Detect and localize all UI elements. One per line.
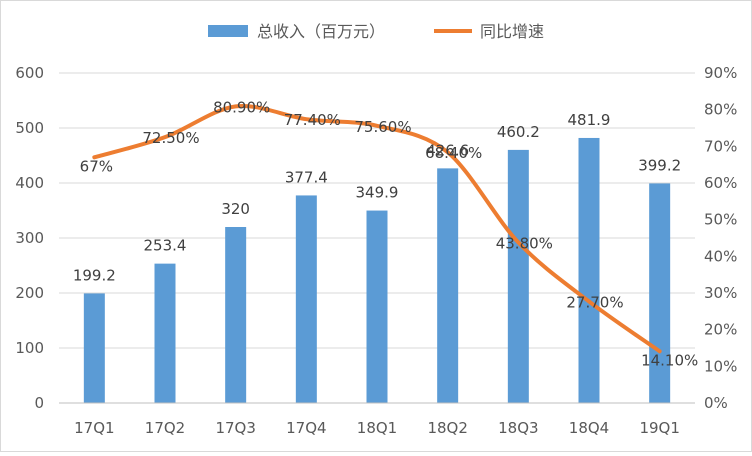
y-right-tick-label: 70% bbox=[704, 137, 737, 155]
y-right-tick-label: 0% bbox=[704, 394, 728, 412]
bar-data-label: 199.2 bbox=[73, 266, 116, 284]
bar bbox=[295, 195, 317, 403]
y-right-tick-label: 80% bbox=[704, 101, 737, 119]
legend-swatch-revenue bbox=[208, 25, 248, 37]
line-data-label: 68.40% bbox=[425, 144, 482, 162]
line-point bbox=[659, 350, 661, 352]
bar-data-label: 481.9 bbox=[568, 111, 611, 129]
y-right-tick-label: 30% bbox=[704, 284, 737, 302]
y-left-tick-label: 300 bbox=[15, 229, 44, 247]
line-data-label: 72.50% bbox=[142, 129, 199, 147]
bar-data-label: 320 bbox=[221, 200, 250, 218]
legend-label-revenue: 总收入（百万元） bbox=[257, 22, 385, 41]
bar bbox=[649, 183, 671, 403]
axes: 0 100 200 300 400 500 600 0% 10% 20% 30% 40% 50% 60% 7… bbox=[15, 64, 737, 437]
y-left-tick-label: 100 bbox=[15, 339, 44, 357]
bar bbox=[578, 137, 600, 403]
x-tick-label: 17Q4 bbox=[286, 419, 326, 437]
line-data-label: 43.80% bbox=[496, 234, 553, 252]
bar-data-label: 399.2 bbox=[638, 156, 681, 174]
y-left-tick-label: 400 bbox=[15, 174, 44, 192]
y-right-tick-label: 40% bbox=[704, 247, 737, 265]
line-data-label: 67% bbox=[80, 157, 113, 175]
legend-label-growth: 同比增速 bbox=[480, 22, 544, 41]
y-right-tick-label: 20% bbox=[704, 321, 737, 339]
x-tick-label: 18Q2 bbox=[427, 419, 467, 437]
line-data-label: 75.60% bbox=[354, 118, 411, 136]
bar bbox=[366, 210, 388, 403]
x-tick-label: 17Q1 bbox=[74, 419, 114, 437]
line-point bbox=[376, 125, 378, 127]
x-tick-label: 17Q3 bbox=[215, 419, 255, 437]
x-tick-label: 18Q3 bbox=[498, 419, 538, 437]
x-tick-label: 19Q1 bbox=[639, 419, 679, 437]
bar-data-label: 349.9 bbox=[356, 184, 399, 202]
line-point bbox=[164, 136, 166, 138]
line-data-label: 27.70% bbox=[566, 293, 623, 311]
line-series bbox=[92, 103, 662, 354]
growth-line bbox=[92, 103, 662, 354]
bar-series bbox=[83, 137, 671, 403]
bar-data-label: 460.2 bbox=[497, 123, 540, 141]
y-right-tick-label: 60% bbox=[704, 174, 737, 192]
y-right-tick-label: 10% bbox=[704, 357, 737, 375]
line-point bbox=[305, 118, 307, 120]
x-tick-label: 18Q4 bbox=[569, 419, 609, 437]
legend: 总收入（百万元） 同比增速 bbox=[208, 22, 544, 41]
bar bbox=[154, 263, 176, 403]
bar-data-label: 426.6 bbox=[426, 141, 469, 159]
line-point bbox=[447, 151, 449, 153]
y-left-tick-label: 600 bbox=[15, 64, 44, 82]
x-tick-label: 18Q1 bbox=[357, 419, 397, 437]
y-left-tick-label: 500 bbox=[15, 119, 44, 137]
line-data-label: 77.40% bbox=[284, 111, 341, 129]
y-left-tick-label: 0 bbox=[34, 394, 44, 412]
bar bbox=[83, 293, 105, 403]
line-point bbox=[588, 300, 590, 302]
x-tick-label: 17Q2 bbox=[145, 419, 185, 437]
bar-data-label: 253.4 bbox=[144, 237, 187, 255]
line-data-label: 14.10% bbox=[641, 351, 698, 369]
bar bbox=[507, 149, 529, 403]
bar bbox=[225, 227, 247, 403]
line-point bbox=[235, 105, 237, 107]
bar-data-label: 377.4 bbox=[285, 168, 328, 186]
line-point bbox=[517, 241, 519, 243]
y-left-tick-label: 200 bbox=[15, 284, 44, 302]
line-point bbox=[93, 156, 95, 158]
data-labels: 199.2 253.4 320 377.4 349.9 426.6 460.2 481.9 39… bbox=[73, 98, 698, 369]
y-right-tick-label: 50% bbox=[704, 211, 737, 229]
line-data-label: 80.90% bbox=[213, 98, 270, 116]
bar bbox=[437, 168, 459, 403]
y-right-tick-label: 90% bbox=[704, 64, 737, 82]
